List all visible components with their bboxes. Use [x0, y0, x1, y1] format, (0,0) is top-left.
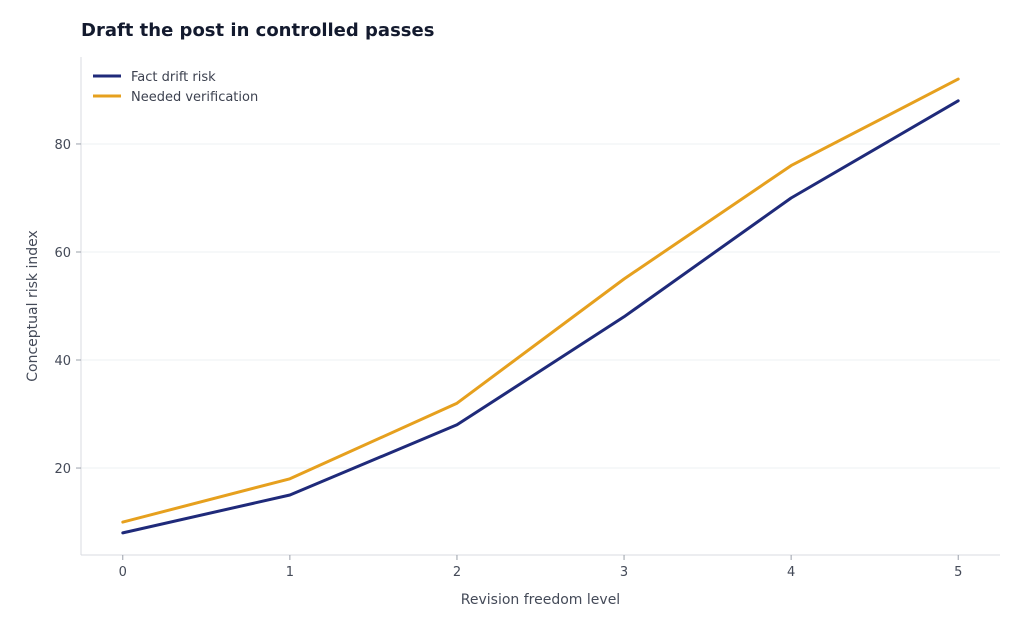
x-tick-label: 1	[286, 565, 294, 580]
series-line-2	[121, 77, 960, 524]
x-tick-label: 4	[787, 565, 795, 580]
legend-label-1: Fact drift risk	[131, 70, 216, 85]
y-tick-label: 60	[54, 246, 71, 261]
series-lines	[121, 77, 960, 535]
series-line-1	[121, 99, 960, 535]
y-axis-label: Conceptual risk index	[25, 230, 41, 382]
legend-label-2: Needed verification	[131, 90, 258, 105]
y-tick-label: 80	[54, 138, 71, 153]
x-tick-label: 3	[620, 565, 628, 580]
tick-labels: 20 40 60 80 0 1 2 3 4 5	[54, 138, 962, 580]
y-tick-label: 40	[54, 354, 71, 369]
grid-lines	[81, 143, 1000, 469]
chart-title: Draft the post in controlled passes	[81, 20, 435, 41]
x-tick-label: 5	[954, 565, 962, 580]
y-tick-label: 20	[54, 462, 71, 477]
axes	[80, 57, 1000, 556]
x-tick-label: 0	[119, 565, 127, 580]
x-axis-label: Revision freedom level	[461, 592, 620, 608]
legend: Fact drift risk Needed verification	[93, 70, 258, 105]
x-tick-label: 2	[453, 565, 461, 580]
